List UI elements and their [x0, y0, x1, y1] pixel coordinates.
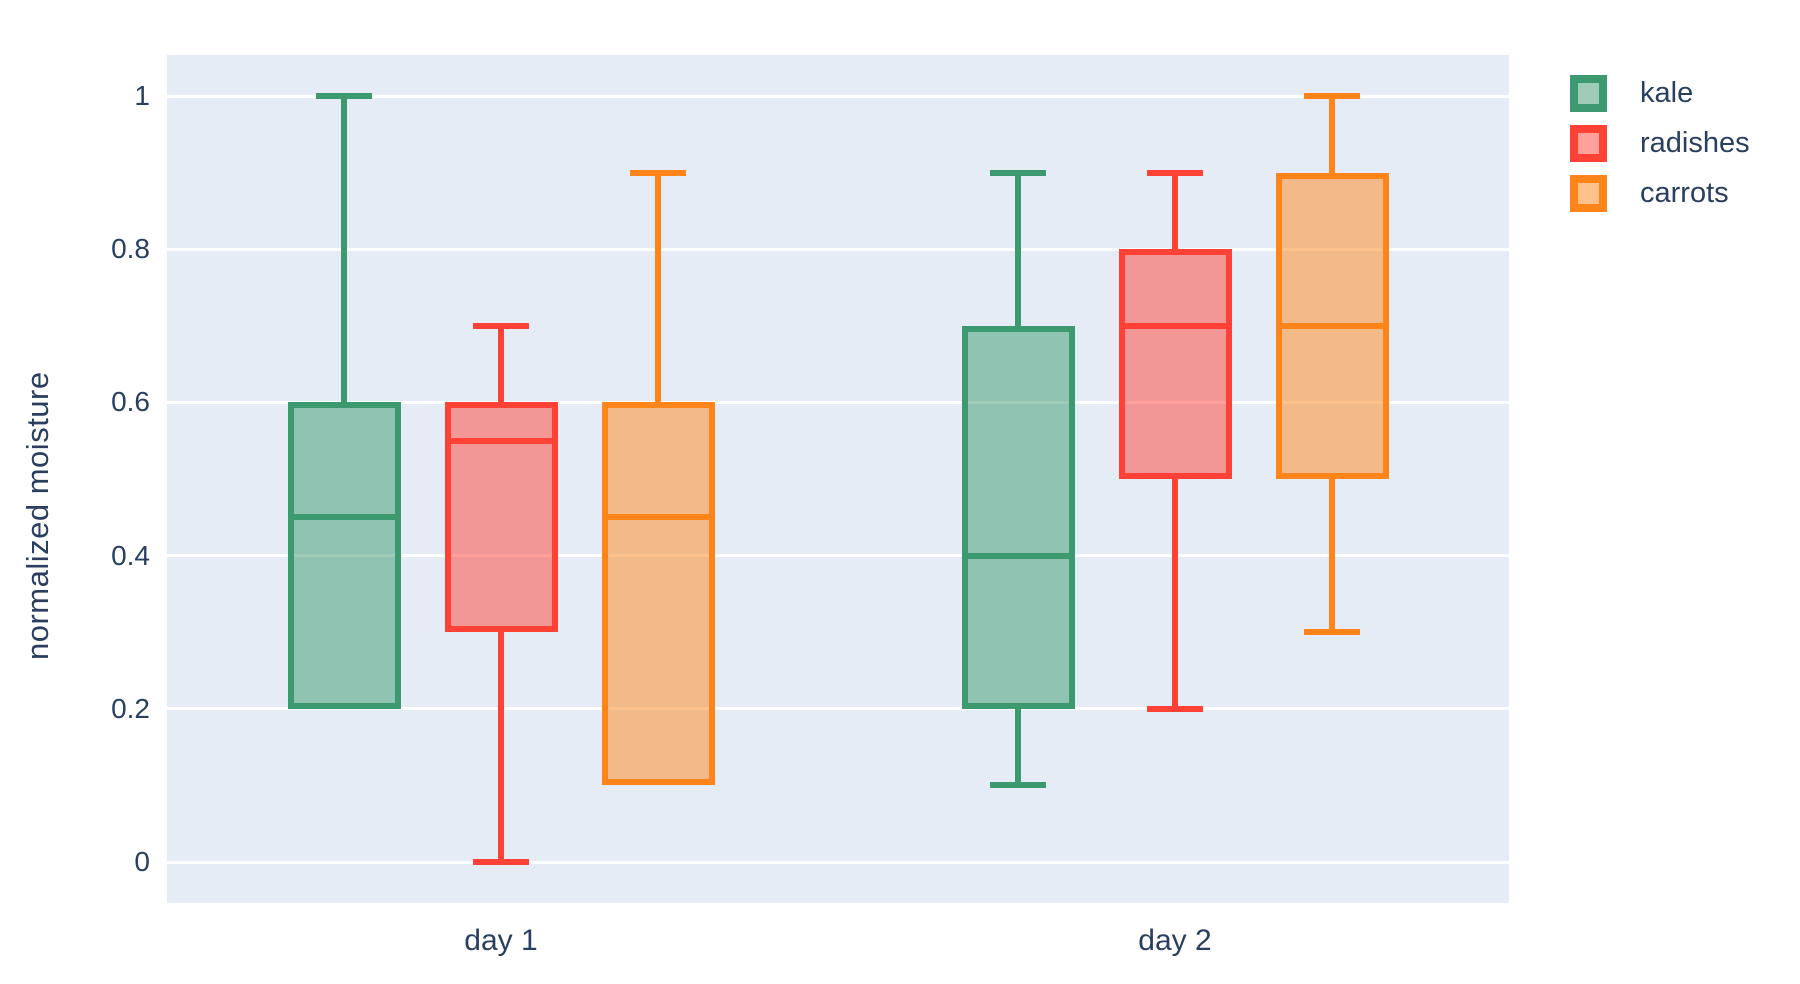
y-tick-label: 0.2	[111, 692, 150, 724]
box-radishes-day-2	[1118, 249, 1232, 479]
median-carrots-day-1	[601, 514, 715, 521]
upper-whisker-cap-carrots-day-1	[630, 169, 686, 176]
upper-whisker-cap-kale-day-1	[316, 93, 372, 99]
lower-whisker-kale-day-2	[1015, 708, 1021, 786]
upper-whisker-kale-day-1	[341, 96, 347, 403]
lower-whisker-radishes-day-1	[498, 632, 504, 862]
upper-whisker-cap-kale-day-2	[990, 169, 1046, 176]
lower-whisker-radishes-day-2	[1172, 479, 1178, 709]
box-kale-day-2	[961, 325, 1075, 709]
median-carrots-day-2	[1275, 322, 1389, 329]
legend-swatch-radishes	[1570, 124, 1607, 162]
median-kale-day-1	[287, 514, 401, 521]
legend: kale radishes carrots	[1570, 68, 1750, 218]
gridline-y-0.2	[167, 707, 1509, 711]
lower-whisker-cap-carrots-day-2	[1304, 629, 1360, 636]
legend-label-radishes: radishes	[1640, 126, 1750, 159]
median-radishes-day-1	[444, 437, 558, 444]
upper-whisker-cap-carrots-day-2	[1304, 93, 1360, 99]
gridline-y-0	[167, 860, 1509, 864]
y-axis-title: normalized moisture	[20, 371, 55, 660]
lower-whisker-cap-radishes-day-2	[1147, 705, 1203, 712]
upper-whisker-carrots-day-2	[1329, 96, 1335, 173]
box-carrots-day-1	[601, 402, 715, 786]
x-tick-label-day-2: day 2	[1138, 924, 1212, 957]
upper-whisker-cap-radishes-day-2	[1147, 169, 1203, 176]
gridline-y-0.4	[167, 554, 1509, 558]
legend-label-carrots: carrots	[1640, 176, 1729, 209]
y-tick-label: 0	[134, 846, 150, 877]
upper-whisker-kale-day-2	[1015, 172, 1021, 326]
upper-whisker-radishes-day-1	[498, 325, 504, 403]
median-radishes-day-2	[1118, 322, 1232, 329]
legend-item-kale[interactable]: kale	[1570, 68, 1750, 118]
legend-swatch-kale	[1570, 74, 1607, 112]
plot-area	[167, 55, 1509, 903]
lower-whisker-carrots-day-2	[1329, 479, 1335, 633]
legend-item-carrots[interactable]: carrots	[1570, 168, 1750, 218]
legend-label-kale: kale	[1640, 76, 1694, 109]
y-tick-label: 0.6	[111, 386, 150, 418]
box-kale-day-1	[287, 402, 401, 709]
y-tick-label: 0.8	[111, 233, 150, 265]
legend-swatch-carrots	[1570, 174, 1607, 212]
gridline-y-0.6	[167, 400, 1509, 404]
upper-whisker-radishes-day-2	[1172, 172, 1178, 250]
legend-item-radishes[interactable]: radishes	[1570, 118, 1750, 168]
lower-whisker-cap-kale-day-2	[990, 782, 1046, 789]
y-tick-label: 1	[134, 80, 150, 111]
upper-whisker-cap-radishes-day-1	[473, 322, 529, 329]
upper-whisker-carrots-day-1	[655, 172, 661, 403]
y-tick-label: 0.4	[111, 539, 150, 571]
gridline-y-0.8	[167, 247, 1509, 251]
lower-whisker-cap-radishes-day-1	[473, 859, 529, 865]
x-tick-label-day-1: day 1	[464, 924, 538, 957]
median-kale-day-2	[961, 552, 1075, 559]
gridline-y-1	[167, 94, 1509, 98]
